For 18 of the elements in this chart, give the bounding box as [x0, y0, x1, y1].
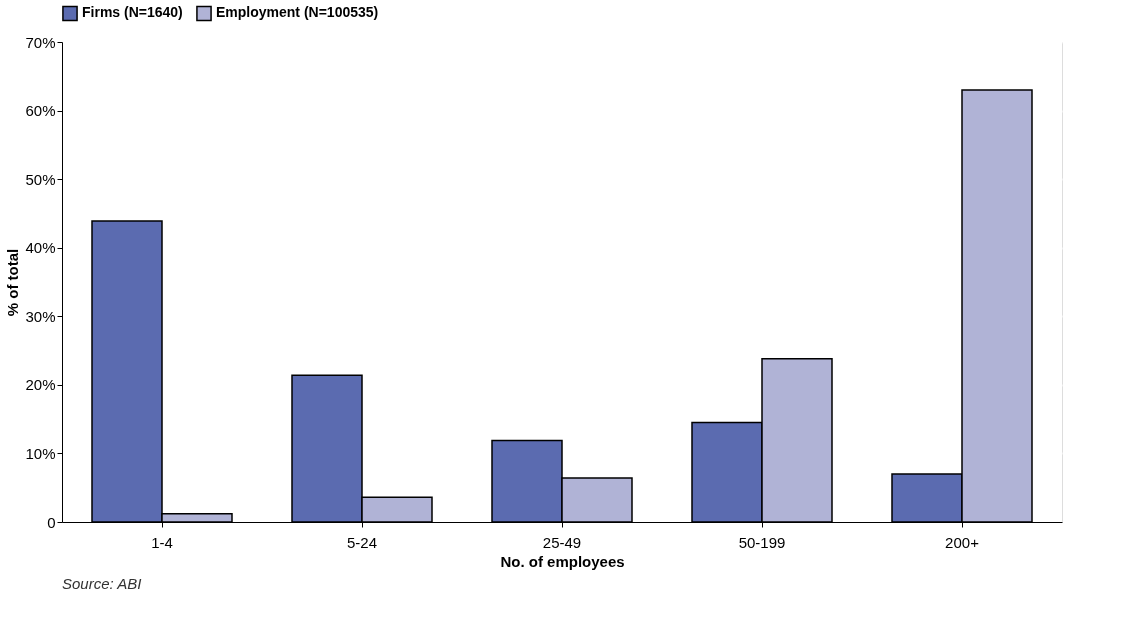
source-note: Source: ABI — [62, 575, 142, 592]
y-tick-label: 0 — [47, 513, 56, 531]
y-tick-label: 50% — [25, 170, 56, 188]
y-axis-title: % of total — [4, 248, 22, 317]
x-tick-label: 200+ — [945, 533, 980, 551]
y-tick-label: 70% — [25, 33, 56, 51]
y-tick-label: 40% — [25, 239, 56, 257]
x-tick-label: 5-24 — [346, 533, 378, 551]
legend-label: Firms (N=1640) — [82, 4, 183, 21]
x-tick-label: 1-4 — [151, 533, 173, 551]
y-tick-label: 30% — [25, 307, 56, 325]
x-tick-label: 25-49 — [542, 533, 582, 551]
y-tick-label: 20% — [25, 376, 56, 394]
legend-label: Employment (N=100535) — [216, 4, 379, 21]
y-tick-label: 10% — [25, 444, 56, 462]
x-axis-title: No. of employees — [500, 552, 625, 570]
x-tick-label: 50-199 — [738, 533, 786, 551]
y-tick-label: 60% — [25, 102, 56, 120]
